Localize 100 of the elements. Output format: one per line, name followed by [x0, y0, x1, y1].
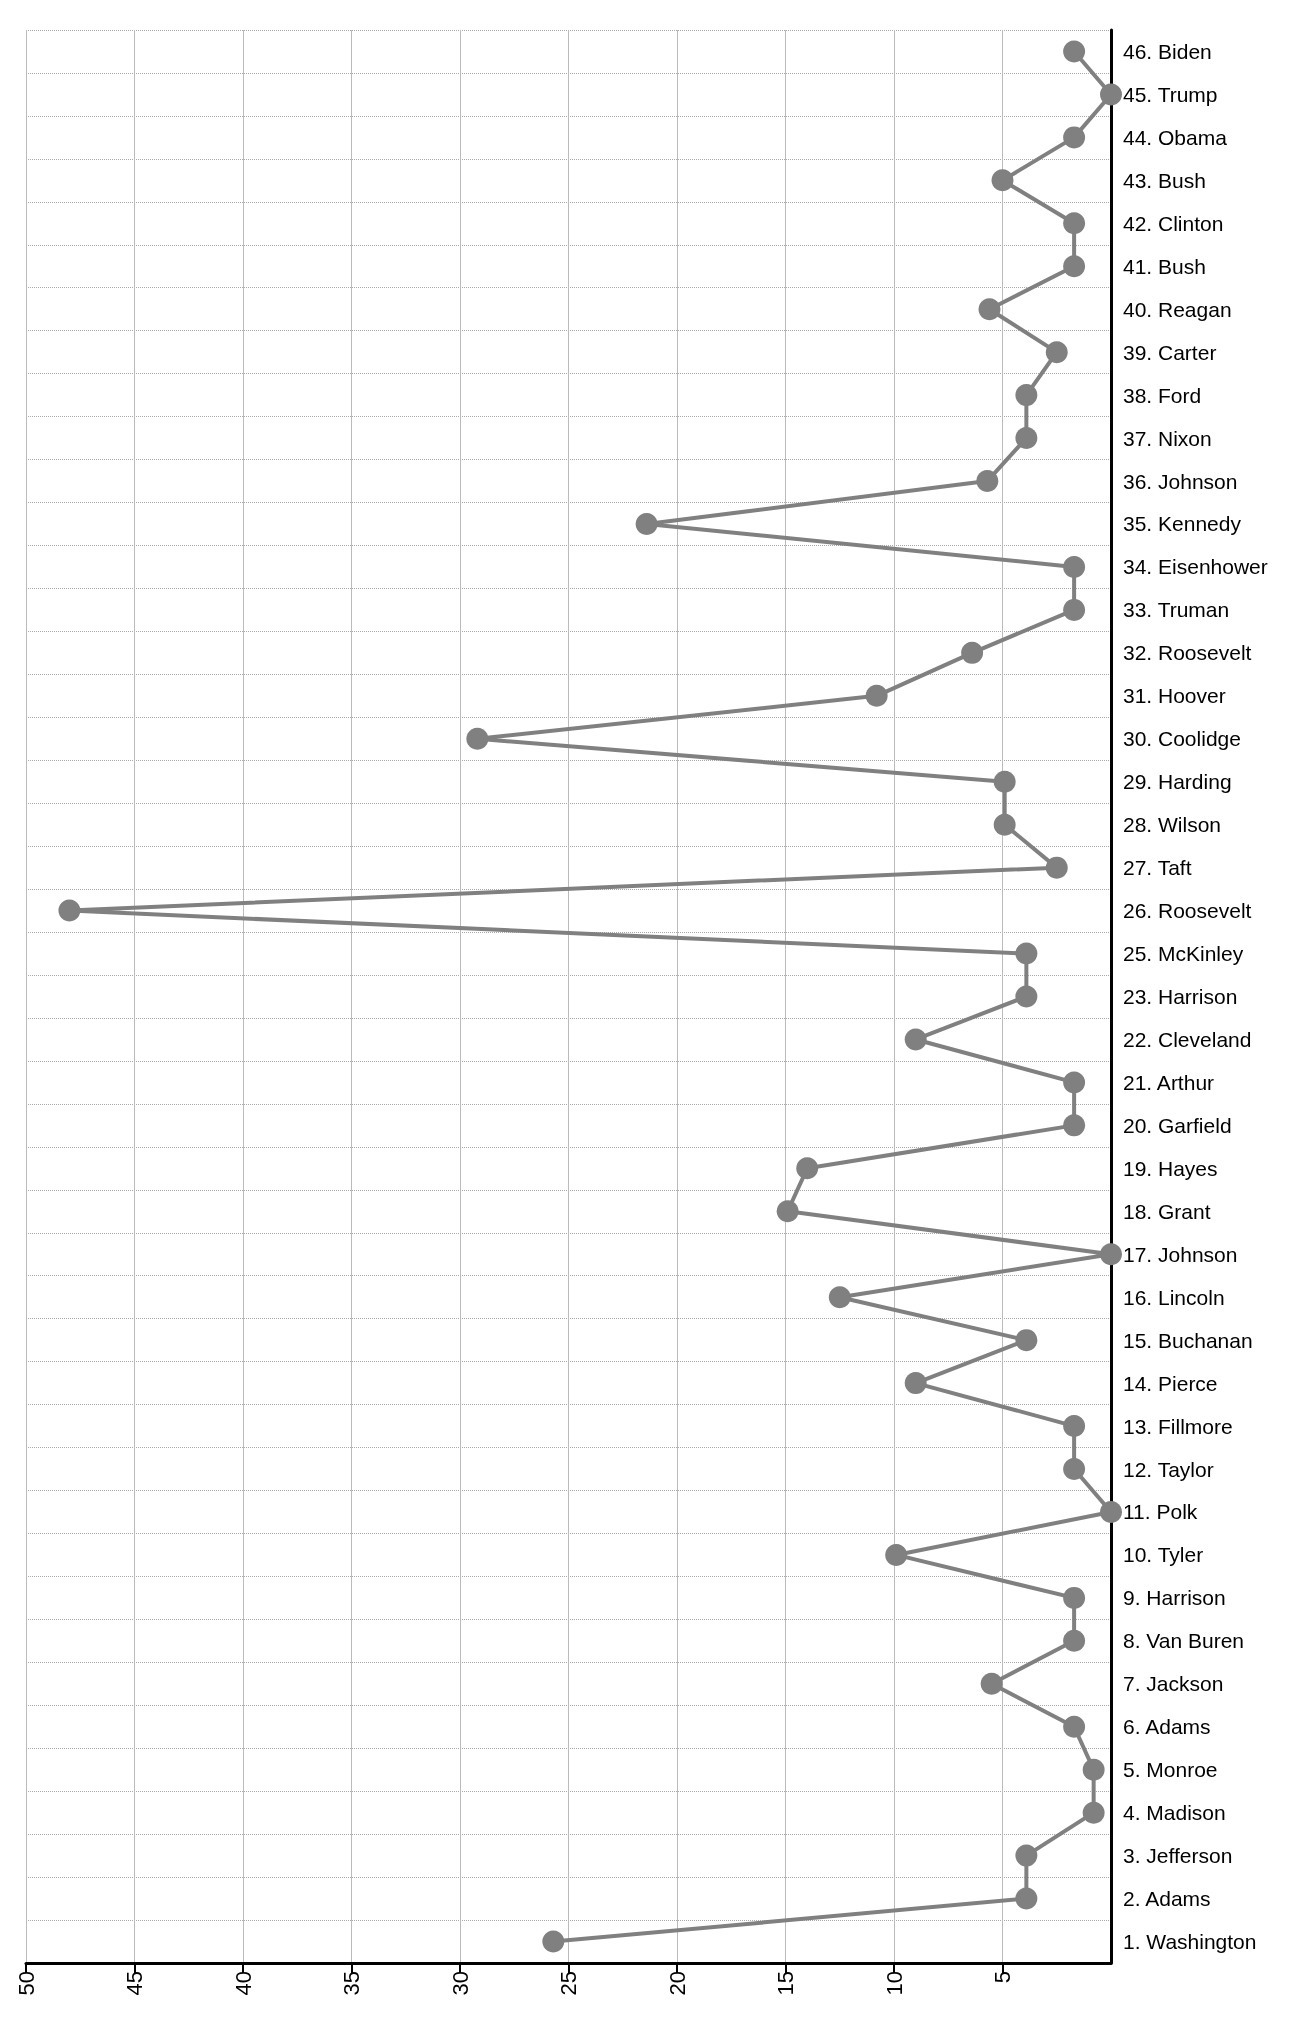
point	[1100, 1500, 1122, 1523]
point	[1063, 1715, 1086, 1738]
point	[796, 1157, 819, 1180]
y-tick-label: 22. Cleveland	[1123, 1027, 1252, 1051]
point	[976, 470, 999, 493]
point	[904, 1028, 927, 1051]
point	[466, 727, 489, 750]
y-tick-label: 32. Roosevelt	[1123, 641, 1252, 665]
y-tick-label: 25. McKinley	[1123, 942, 1244, 966]
point	[1015, 427, 1038, 450]
x-tick-label: 5	[990, 1971, 1015, 1984]
point	[1063, 1415, 1086, 1438]
point	[1063, 598, 1086, 621]
point	[1063, 212, 1086, 235]
point	[1063, 40, 1086, 63]
y-tick-label: 2. Adams	[1123, 1887, 1211, 1911]
point	[1063, 1114, 1086, 1137]
x-tick-label: 25	[556, 1971, 581, 1996]
y-tick-label: 42. Clinton	[1123, 211, 1224, 235]
y-tick-label: 37. Nixon	[1123, 426, 1212, 450]
x-tick-label: 10	[881, 1971, 907, 1996]
y-tick-label: 21. Arthur	[1123, 1070, 1215, 1094]
point	[904, 1372, 927, 1395]
y-tick-label: 5. Monroe	[1123, 1758, 1218, 1782]
point	[1082, 1758, 1105, 1781]
y-tick-label: 7. Jackson	[1123, 1672, 1224, 1696]
point	[542, 1930, 565, 1953]
y-tick-label: 38. Ford	[1123, 383, 1202, 407]
point	[980, 1672, 1003, 1695]
y-tick-label: 4. Madison	[1123, 1801, 1226, 1825]
y-tick-label: 13. Fillmore	[1123, 1414, 1233, 1438]
x-tick-label: 20	[664, 1971, 690, 1996]
point	[1015, 384, 1038, 407]
point	[828, 1286, 851, 1309]
y-tick-label: 43. Bush	[1123, 168, 1206, 192]
point	[1063, 1586, 1086, 1609]
y-tick-label: 16. Lincoln	[1123, 1285, 1225, 1309]
y-tick-label: 3. Jefferson	[1123, 1844, 1233, 1868]
point	[1015, 1887, 1038, 1910]
point	[993, 813, 1016, 836]
x-tick-label: 40	[230, 1971, 256, 1996]
y-tick-label: 8. Van Buren	[1123, 1629, 1245, 1653]
y-tick-label: 9. Harrison	[1123, 1586, 1226, 1610]
y-tick-label: 18. Grant	[1123, 1199, 1211, 1223]
x-tick-label: 35	[339, 1971, 364, 1996]
point	[1100, 1243, 1122, 1266]
point	[1015, 942, 1038, 965]
y-tick-label: 6. Adams	[1123, 1715, 1211, 1739]
y-tick-label: 28. Wilson	[1123, 813, 1222, 837]
point	[1063, 126, 1086, 149]
y-tick-label: 20. Garfield	[1123, 1113, 1232, 1137]
y-tick-label: 1. Washington	[1123, 1930, 1257, 1954]
point	[991, 169, 1014, 192]
x-tick-label: 30	[447, 1971, 473, 1996]
point	[1063, 555, 1086, 578]
y-tick-label: 46. Biden	[1123, 39, 1212, 63]
point	[1015, 1329, 1038, 1352]
y-tick-label: 19. Hayes	[1123, 1156, 1218, 1180]
y-tick-label: 40. Reagan	[1123, 297, 1232, 321]
point	[1063, 1071, 1086, 1094]
x-tick-label: 45	[122, 1971, 147, 1996]
y-tick-label: 17. Johnson	[1123, 1242, 1238, 1266]
y-tick-label: 45. Trump	[1123, 82, 1218, 106]
point	[1015, 1844, 1038, 1867]
point	[58, 899, 81, 922]
point	[885, 1543, 908, 1566]
y-tick-label: 14. Pierce	[1123, 1371, 1218, 1395]
y-tick-label: 39. Carter	[1123, 340, 1217, 364]
point	[961, 641, 984, 664]
y-tick-label: 34. Eisenhower	[1123, 555, 1268, 579]
point	[776, 1200, 799, 1223]
point	[1063, 1629, 1086, 1652]
point	[1045, 341, 1068, 364]
y-tick-label: 44. Obama	[1123, 125, 1228, 149]
y-tick-label: 36. Johnson	[1123, 469, 1238, 493]
point	[1045, 856, 1068, 879]
y-tick-label: 26. Roosevelt	[1123, 899, 1252, 923]
x-tick-label: 15	[773, 1971, 798, 1996]
point	[1063, 1458, 1086, 1480]
point	[1015, 985, 1038, 1008]
point	[865, 684, 888, 707]
y-tick-label: 29. Harding	[1123, 770, 1232, 794]
point	[993, 770, 1016, 793]
y-tick-label: 41. Bush	[1123, 254, 1206, 278]
y-tick-label: 12. Taylor	[1123, 1457, 1214, 1481]
point	[978, 298, 1001, 321]
y-tick-label: 33. Truman	[1123, 598, 1230, 622]
y-tick-label: 30. Coolidge	[1123, 727, 1241, 751]
y-tick-label: 10. Tyler	[1123, 1543, 1204, 1567]
y-tick-label: 11. Polk	[1123, 1500, 1198, 1524]
point	[635, 512, 658, 535]
point	[1100, 83, 1122, 106]
point	[1082, 1801, 1105, 1824]
y-tick-label: 31. Hoover	[1123, 684, 1226, 708]
y-tick-label: 23. Harrison	[1123, 985, 1238, 1008]
y-tick-label: 35. Kennedy	[1123, 512, 1242, 536]
y-tick-label: 27. Taft	[1123, 856, 1192, 880]
x-tick-label: 50	[13, 1971, 39, 1996]
point	[1063, 255, 1086, 278]
y-tick-label: 15. Buchanan	[1123, 1328, 1253, 1352]
